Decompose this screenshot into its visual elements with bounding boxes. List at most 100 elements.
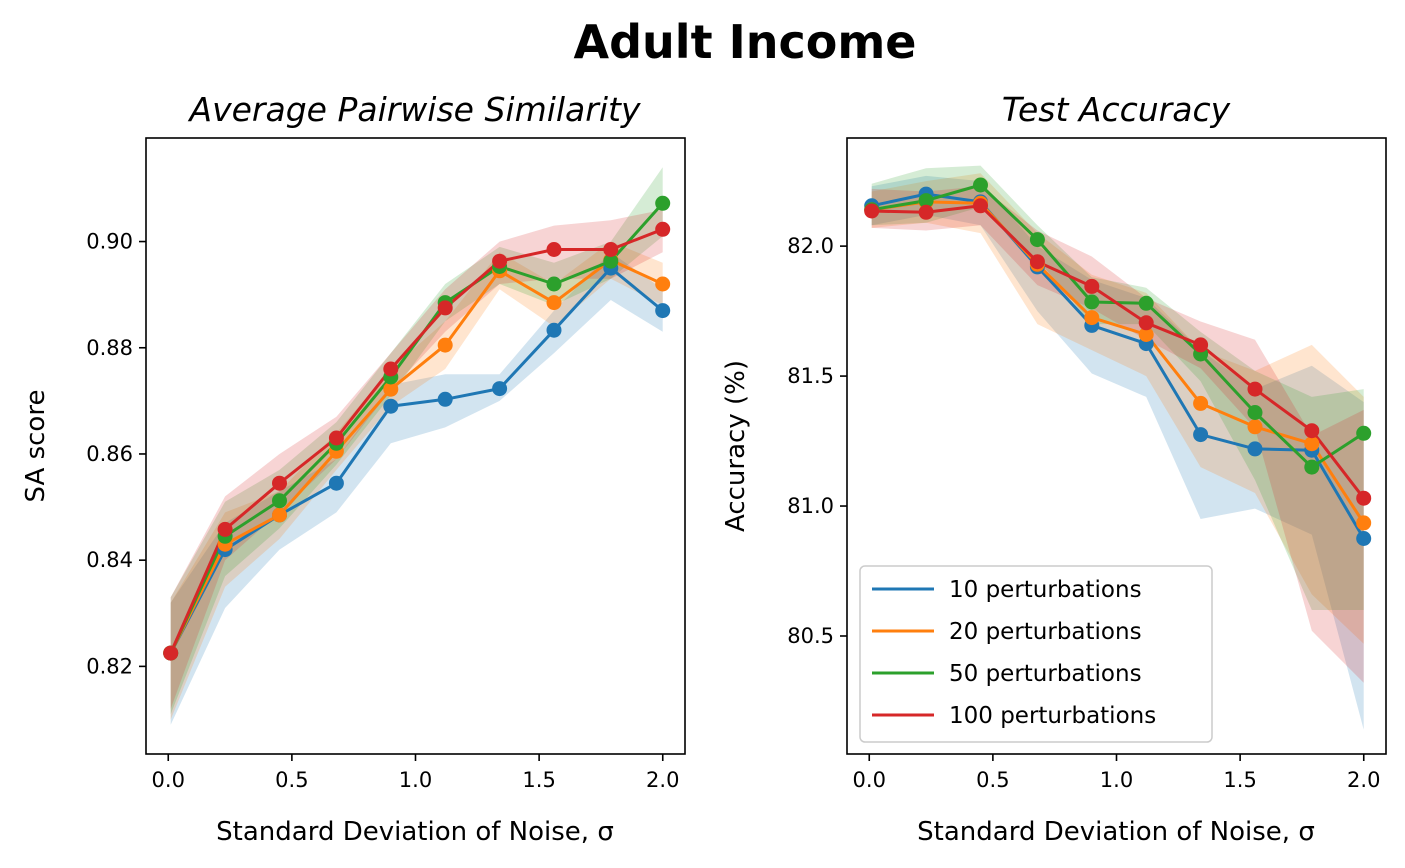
- point-series-2: [546, 295, 562, 311]
- panel-similarity: Average Pairwise Similarity 0.0 0.5 1.0 1.5…: [21, 90, 686, 847]
- point-series-2: [383, 381, 399, 397]
- accuracy-x-label: Standard Deviation of Noise, σ: [917, 817, 1315, 847]
- y-tick-label: 81.5: [787, 364, 834, 388]
- line-series-3: [871, 183, 1365, 469]
- point-series-4: [546, 242, 562, 257]
- band-series-1: [871, 175, 1364, 730]
- similarity-x-ticks: 0.0 0.5 1.0 1.5 2.0: [152, 754, 679, 792]
- point-series-2: [272, 507, 287, 523]
- x-tick-label: 0.0: [152, 768, 185, 792]
- point-series-4: [492, 253, 508, 269]
- legend-item: 10 perturbations: [872, 577, 1142, 603]
- accuracy-y-label: Accuracy (%): [721, 360, 751, 532]
- y-tick-label: 0.90: [86, 230, 133, 254]
- line-series-4: [169, 227, 664, 654]
- line-series-4: [871, 204, 1365, 500]
- x-tick-label: 2.0: [646, 768, 679, 792]
- point-series-4: [918, 204, 934, 220]
- point-series-2: [1084, 310, 1100, 326]
- y-tick-label: 0.82: [86, 654, 133, 678]
- point-series-3: [1029, 232, 1045, 248]
- y-tick-label: 0.86: [86, 442, 133, 466]
- line-series-1: [169, 266, 664, 654]
- legend: 10 perturbations 20 perturbations 50 pertu…: [859, 565, 1213, 743]
- point-series-4: [1029, 254, 1045, 270]
- legend-label: 100 perturbations: [949, 703, 1156, 729]
- similarity-title: Average Pairwise Similarity: [188, 90, 641, 129]
- legend-label: 50 perturbations: [949, 661, 1142, 687]
- point-series-3: [1084, 294, 1100, 310]
- point-series-4: [272, 475, 287, 491]
- x-tick-label: 1.5: [522, 768, 555, 792]
- similarity-x-label: Standard Deviation of Noise, σ: [216, 817, 614, 847]
- point-series-1: [492, 381, 508, 397]
- point-series-3: [1356, 425, 1372, 441]
- line-series-1: [871, 192, 1365, 540]
- point-series-3: [1304, 459, 1320, 475]
- point-series-4: [1356, 490, 1372, 506]
- point-series-4: [1247, 381, 1263, 397]
- point-series-4: [864, 203, 880, 219]
- point-series-4: [437, 300, 453, 316]
- point-series-4: [1193, 337, 1209, 353]
- point-series-4: [163, 645, 179, 661]
- accuracy-lines: [871, 183, 1365, 540]
- band-series-4: [871, 186, 1364, 683]
- x-tick-label: 0.0: [853, 768, 886, 792]
- legend-item: 50 perturbations: [872, 661, 1142, 687]
- similarity-y-ticks: 0.82 0.84 0.86 0.88 0.90: [86, 230, 146, 678]
- line-series-2: [871, 200, 1365, 524]
- point-series-2: [655, 276, 671, 292]
- x-tick-label: 0.5: [275, 768, 308, 792]
- point-series-4: [1138, 315, 1154, 331]
- figure-title: Adult Income: [574, 15, 917, 69]
- point-series-1: [1247, 441, 1263, 457]
- point-series-3: [603, 253, 619, 269]
- legend-item: 100 perturbations: [872, 703, 1156, 729]
- point-series-3: [655, 195, 671, 211]
- point-series-3: [1247, 405, 1263, 420]
- y-tick-label: 0.84: [86, 548, 133, 572]
- x-tick-label: 2.0: [1347, 768, 1380, 792]
- accuracy-title: Test Accuracy: [1002, 90, 1231, 129]
- point-series-1: [546, 322, 562, 338]
- point-series-1: [437, 391, 453, 407]
- legend-label: 10 perturbations: [949, 577, 1142, 603]
- legend-label: 20 perturbations: [949, 619, 1142, 645]
- point-series-1: [383, 398, 399, 414]
- point-series-4: [383, 361, 399, 377]
- panel-accuracy: Test Accuracy 0.0 0.5 1.0 1.5 2.0 80.5 81.0 81…: [721, 90, 1387, 847]
- point-series-1: [655, 303, 671, 319]
- point-series-3: [272, 493, 287, 509]
- point-series-4: [328, 430, 344, 446]
- point-series-2: [1247, 419, 1263, 435]
- point-series-2: [437, 337, 453, 353]
- point-series-4: [1304, 423, 1320, 439]
- x-tick-label: 1.5: [1223, 768, 1256, 792]
- x-tick-label: 1.0: [1100, 768, 1133, 792]
- band-series-1: [170, 252, 663, 725]
- y-tick-label: 0.88: [86, 336, 133, 360]
- similarity-points: [163, 195, 671, 661]
- point-series-4: [655, 221, 671, 237]
- point-series-4: [973, 198, 988, 214]
- accuracy-x-ticks: 0.0 0.5 1.0 1.5 2.0: [853, 754, 1380, 792]
- y-tick-label: 82.0: [787, 234, 834, 258]
- y-tick-label: 81.0: [787, 494, 834, 518]
- point-series-2: [1356, 515, 1372, 531]
- similarity-lines: [169, 202, 664, 654]
- point-series-4: [217, 521, 233, 537]
- point-series-1: [328, 475, 344, 491]
- point-series-2: [1304, 436, 1320, 452]
- y-tick-label: 80.5: [787, 624, 834, 648]
- point-series-2: [1138, 327, 1154, 342]
- point-series-1: [1356, 531, 1372, 546]
- point-series-3: [546, 276, 562, 292]
- point-series-4: [603, 242, 619, 257]
- legend-box: [859, 565, 1213, 743]
- accuracy-points: [864, 177, 1372, 546]
- point-series-3: [918, 193, 934, 209]
- point-series-2: [1193, 395, 1209, 411]
- x-tick-label: 1.0: [399, 768, 432, 792]
